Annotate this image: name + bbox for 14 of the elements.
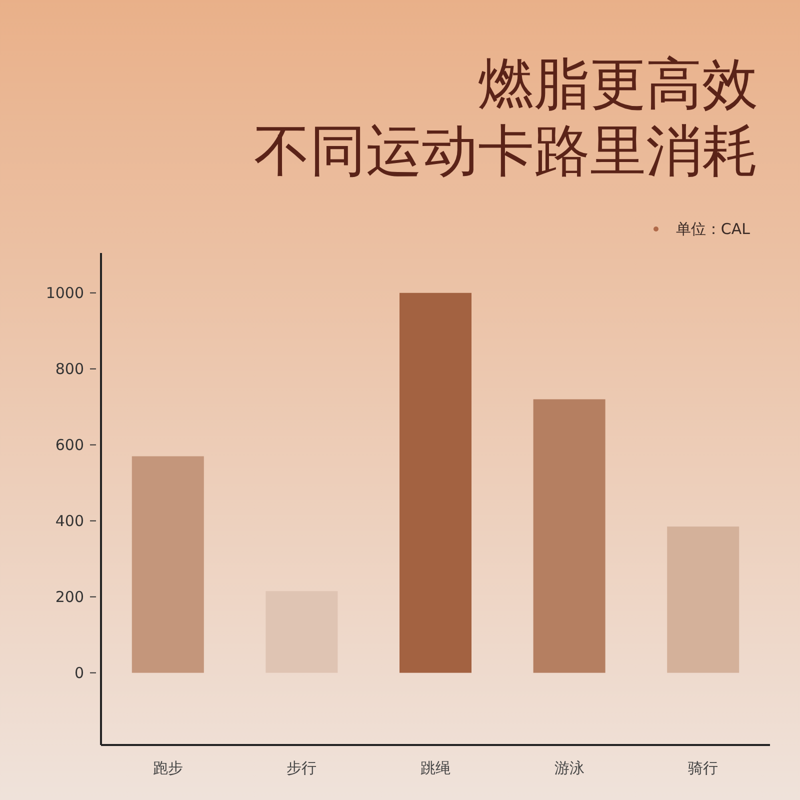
x-tick-label: 步行: [286, 759, 317, 777]
x-tick-label: 游泳: [554, 759, 584, 777]
y-tick-label: 400: [55, 512, 84, 530]
chart-title: 燃脂更高效: [478, 52, 758, 117]
y-tick-label: 600: [55, 436, 84, 454]
text: 单位：CAL: [676, 220, 751, 238]
y-tick-label: 800: [55, 360, 84, 378]
y-tick-label: 200: [55, 588, 84, 606]
y-tick-label: 1000: [46, 284, 84, 302]
chart-subtitle: 不同运动卡路里消耗: [254, 119, 758, 184]
x-tick-label: 跑步: [152, 759, 183, 777]
y-tick-label: 0: [74, 664, 84, 682]
x-tick-label: 骑行: [688, 759, 718, 777]
x-tick-label: 跳绳: [420, 759, 450, 777]
